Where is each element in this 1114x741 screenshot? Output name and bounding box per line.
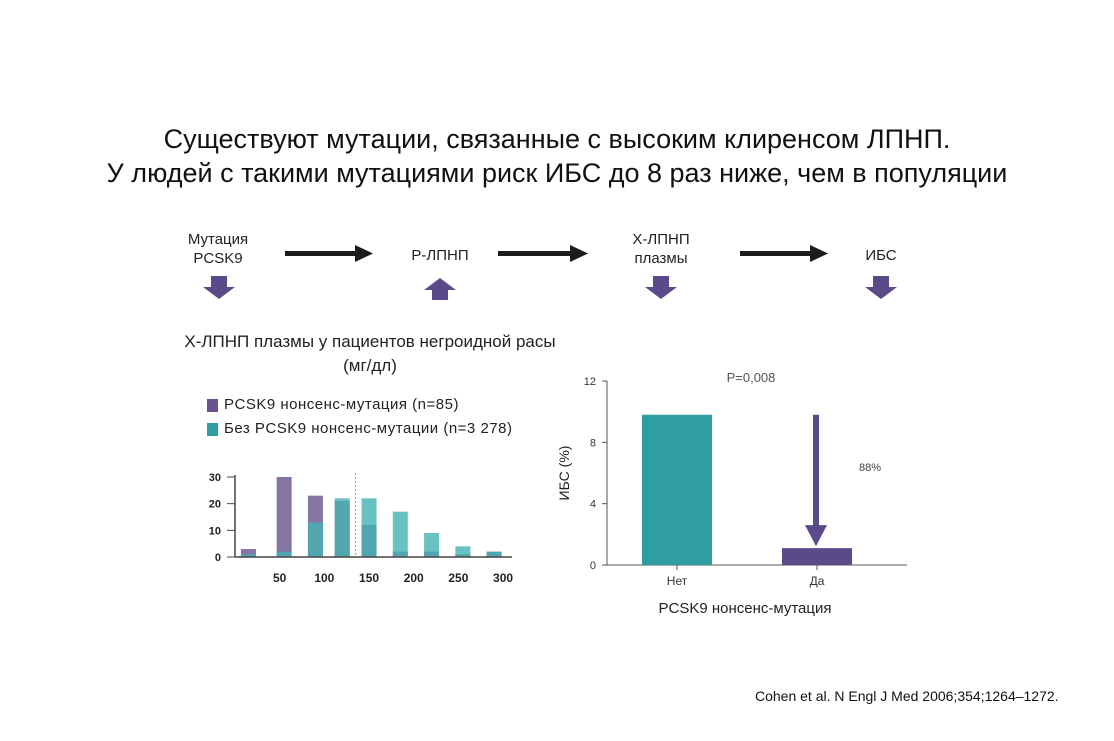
arrow-down-icon-reduction: [805, 525, 827, 547]
ibs-bar-no: [642, 414, 712, 565]
hist-bar-no-mutation: [334, 498, 350, 557]
flow-arrow-right-2: [498, 245, 588, 262]
hist-y-tick-label: 10: [209, 525, 221, 537]
legend-swatch-teal: [207, 422, 218, 436]
hist-bar-no-mutation: [392, 511, 408, 557]
ibs-x-tick-label: Да: [810, 574, 825, 588]
arrow-up-icon-r-ldl: [424, 278, 456, 300]
hist-x-tick-label: 200: [404, 571, 424, 585]
hist-y-tick-label: 0: [215, 552, 221, 564]
flow-arrow-right-3: [740, 245, 828, 262]
ibs-y-tick-label: 12: [584, 376, 596, 388]
ibs-y-tick-label: 0: [590, 560, 596, 572]
ibs-y-tick-label: 8: [590, 437, 596, 449]
legend-item-no-mutation: Без PCSK9 нонсенс-мутации (n=3 278): [207, 419, 512, 439]
hist-y-tick-label: 30: [209, 472, 221, 484]
ibs-x-axis-label: PCSK9 нонсенс-мутация: [658, 600, 831, 617]
flow-step-ibs: ИБС: [865, 247, 897, 264]
hist-bar-no-mutation: [361, 498, 377, 557]
legend-item-mutation: PCSK9 нонсенс-мутация (n=85): [207, 395, 512, 415]
flow-arrows: [203, 245, 897, 300]
ldl-histogram: 0 10 20 30 50 100 150 200 250 300: [209, 472, 514, 585]
p-value-label: P=0,008: [727, 370, 776, 385]
reduction-label: 88%: [859, 462, 881, 474]
hist-x-tick-label: 50: [273, 571, 287, 585]
ibs-bar-chart: 0 4 8 12 Нет Да 88% P=0,008 ИБС (%) PCSK9 нонсенс…: [556, 370, 907, 617]
hist-bar-no-mutation: [240, 554, 256, 557]
hist-x-tick-label: 300: [493, 571, 513, 585]
ibs-y-axis-label: ИБС (%): [556, 446, 572, 501]
flow-arrow-right-1: [285, 245, 373, 262]
slide-title-line1: Существуют мутации, связанные с высоким …: [163, 124, 951, 154]
hist-x-tick-label: 100: [314, 571, 334, 585]
histogram-title: Х-ЛПНП плазмы у пациентов негроидной рас…: [184, 332, 556, 375]
ibs-x-tick-label: Нет: [667, 574, 688, 588]
ibs-y-tick-label: 4: [590, 499, 596, 511]
arrow-down-icon-x-ldl: [645, 276, 677, 299]
hist-x-tick-label: 250: [448, 571, 468, 585]
flow-step-pcsk9: Мутация PCSK9: [187, 231, 249, 267]
hist-bar-no-mutation: [307, 522, 323, 557]
arrow-down-icon-pcsk9: [203, 276, 235, 299]
hist-bar-no-mutation: [486, 551, 502, 557]
hist-bar-mutation: [276, 477, 292, 557]
arrow-down-icon-ibs: [865, 276, 897, 299]
citation: Cohen et al. N Engl J Med 2006;354;1264–…: [755, 688, 1059, 704]
hist-bar-no-mutation: [276, 551, 292, 557]
flow-step-x-ldl: Х-ЛПНП плазмы: [632, 231, 690, 267]
hist-bar-mutation: [240, 549, 256, 557]
hist-bar-no-mutation: [424, 533, 440, 557]
ibs-bar-yes: [782, 548, 852, 565]
hist-bar-no-mutation: [455, 546, 471, 557]
reduction-arrow-shaft: [813, 414, 819, 527]
hist-x-tick-label: 150: [359, 571, 379, 585]
hist-y-tick-label: 20: [209, 499, 221, 511]
legend-swatch-purple: [207, 398, 218, 412]
flow-step-r-ldl: Р-ЛПНП: [411, 247, 469, 264]
slide-title-line2: У людей с такими мутациями риск ИБС до 8…: [106, 158, 1008, 188]
histogram-legend: PCSK9 нонсенс-мутация (n=85) Без PCSK9 н…: [207, 395, 512, 439]
